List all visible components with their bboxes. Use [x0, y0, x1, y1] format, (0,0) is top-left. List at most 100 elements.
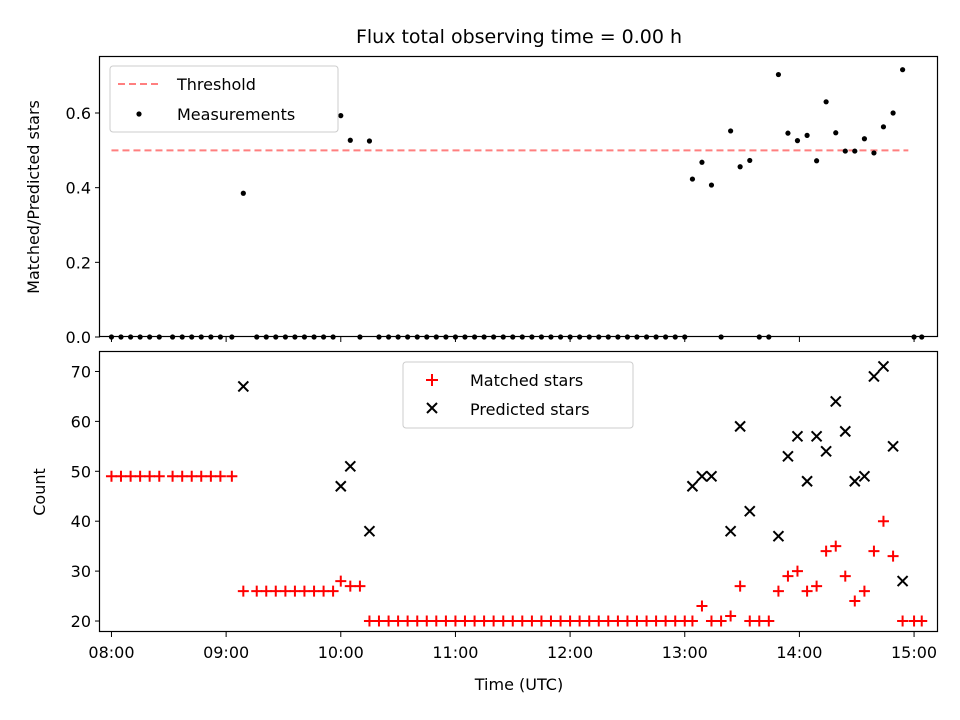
matched-star-point [897, 615, 909, 627]
predicted-star-point [849, 475, 861, 487]
matched-star-point [251, 585, 263, 597]
measurement-point [900, 67, 906, 73]
top-legend-box [109, 65, 339, 133]
x-tick-label: 08:00 [88, 643, 134, 662]
predicted-star-point [363, 525, 376, 537]
matched-star-point [705, 615, 717, 627]
matched-star-point [260, 585, 272, 597]
predicted-star-point [858, 470, 871, 482]
measurement-point [871, 150, 877, 156]
matched-star-point [430, 615, 442, 627]
measurement-point [880, 124, 887, 130]
measurements-legend-label: Measurements [177, 105, 295, 124]
predicted-star-point [868, 370, 880, 383]
bottom-y-tick-label: 50 [71, 462, 91, 481]
matched-star-point [650, 615, 662, 627]
bottom-y-tick-label: 30 [71, 562, 91, 581]
matched-star-point [772, 585, 784, 597]
predicted-star-point [335, 480, 347, 492]
measurement-point [338, 113, 344, 119]
bottom-x-axis: 08:00 09:00 10:00 11:00 12:00 13:00 14:00 15:00 [88, 632, 937, 662]
measurements-legend-swatch [136, 111, 142, 117]
matched-star-point [469, 615, 481, 627]
chart-title: Flux total observing time = 0.00 h [356, 26, 682, 48]
matched-star-point [167, 470, 179, 482]
matched-star-point [237, 585, 249, 597]
top-axes-frame [98, 55, 939, 338]
bottom-legend: Matched stars Predicted stars [402, 361, 634, 429]
matched-star-point [583, 615, 595, 627]
matched-star-point [354, 580, 366, 592]
measurement-point [737, 164, 743, 170]
matched-star-point [715, 615, 727, 627]
predicted-star-point [801, 475, 813, 487]
matched-star-point [516, 615, 528, 627]
measurement-point [728, 128, 734, 134]
matched-star-point [887, 550, 899, 562]
top-y-tick-label: 0.2 [66, 253, 91, 272]
top-y-tick-label: 0.0 [66, 328, 91, 347]
matched-star-point [105, 470, 117, 482]
matched-star-point [205, 470, 217, 482]
predicted-star-point [810, 430, 823, 443]
predicted-star-point [705, 470, 718, 482]
x-tick-label: 13:00 [662, 643, 708, 662]
measurement-point [804, 132, 810, 138]
matched-star-point [782, 570, 794, 582]
matched-star-point [195, 470, 207, 482]
predicted-legend-swatch [426, 402, 438, 414]
matched-star-point [877, 515, 889, 527]
matched-star-point [497, 615, 509, 627]
measurement-point [699, 159, 705, 165]
matched-star-point [593, 615, 605, 627]
predicted-star-point [830, 395, 842, 408]
matched-star-point [801, 585, 813, 597]
measurement-point [890, 110, 896, 116]
predicted-legend-label: Predicted stars [470, 400, 590, 419]
matched-star-point [289, 585, 301, 597]
measurement-point [775, 71, 782, 78]
predicted-star-point [744, 505, 756, 517]
matched-star-point [725, 610, 737, 622]
measurement-point [794, 138, 801, 144]
matched-star-point [488, 615, 500, 627]
bottom-y-tick-label: 40 [71, 512, 91, 531]
predicted-star-point [820, 445, 832, 458]
x-tick-label: 09:00 [203, 643, 249, 662]
measurement-point [785, 130, 791, 136]
matched-star-point [411, 615, 423, 627]
matched-star-point [298, 585, 310, 597]
matched-star-point [186, 470, 198, 482]
matched-star-point [535, 615, 547, 627]
measurement-point [823, 99, 829, 105]
matched-star-point [820, 545, 832, 557]
matched-star-point [440, 615, 452, 627]
matched-star-point [270, 585, 282, 597]
bottom-y-axis-label: Count [30, 468, 49, 516]
predicted-star-point [724, 525, 737, 537]
x-tick-label: 12:00 [547, 643, 593, 662]
measurement-point [833, 130, 839, 136]
predicted-star-point [839, 425, 851, 438]
matched-star-point [641, 615, 653, 627]
matched-star-point [791, 565, 803, 577]
top-y-axis: 0.0 0.2 0.4 0.6 [66, 104, 100, 347]
measurement-point [240, 190, 246, 196]
matched-star-point [115, 470, 127, 482]
matched-star-point [763, 615, 775, 627]
top-y-tick-label: 0.6 [66, 104, 91, 123]
bottom-legend-box [402, 361, 634, 429]
matched-star-point [621, 615, 633, 627]
predicted-star-point [791, 430, 804, 443]
top-x-ticks [110, 337, 915, 342]
matched-star-point [214, 470, 226, 482]
measurement-point [842, 148, 848, 154]
bottom-y-tick-label: 20 [71, 612, 91, 631]
measurement-point [689, 176, 696, 182]
matched-star-point [308, 585, 320, 597]
x-tick-label: 10:00 [318, 643, 364, 662]
matched-star-point [631, 615, 643, 627]
matched-star-point [555, 615, 567, 627]
matched-star-point [279, 585, 291, 597]
matched-star-point [669, 615, 681, 627]
